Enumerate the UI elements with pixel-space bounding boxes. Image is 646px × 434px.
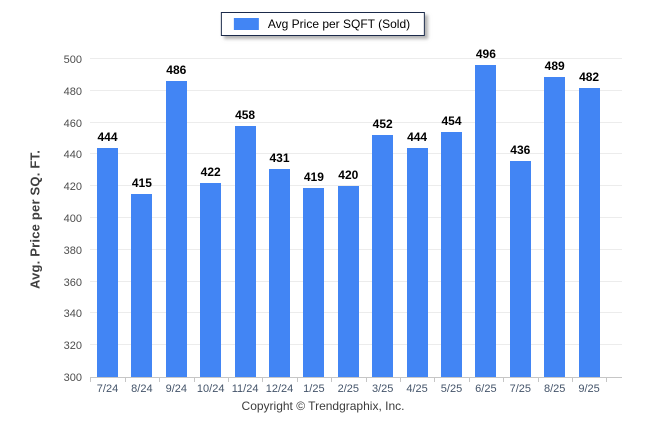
y-tick-label: 460 <box>63 117 82 130</box>
x-axis-tick <box>227 378 229 382</box>
x-tick-label: 4/25 <box>406 383 428 395</box>
copyright-text: Copyright © Trendgraphix, Inc. <box>241 399 405 413</box>
bar-5-25 <box>441 132 462 377</box>
bar-8-25 <box>544 76 566 377</box>
bar-9-25 <box>578 87 600 377</box>
bar-9-24 <box>165 81 187 377</box>
bar-value-label: 454 <box>441 114 462 129</box>
bar-value-label: 444 <box>407 130 428 145</box>
x-axis-tick <box>434 378 436 382</box>
bar-12-24 <box>269 168 290 377</box>
y-tick-label: 480 <box>63 85 82 98</box>
x-tick-label: 1/25 <box>303 383 325 395</box>
x-tick-label: 2/25 <box>337 383 359 395</box>
x-axis-tick <box>571 378 573 382</box>
bar-4-25 <box>406 148 428 377</box>
bar-7-25 <box>509 160 531 377</box>
x-axis-tick <box>503 378 505 382</box>
y-tick-label: 500 <box>63 54 82 66</box>
x-tick-label: 8/25 <box>543 383 566 395</box>
legend: Avg Price per SQFT (Sold) <box>220 12 426 36</box>
x-axis-tick <box>399 378 401 382</box>
y-tick-label: 360 <box>63 276 82 289</box>
bar-value-label: 496 <box>475 47 496 62</box>
bar-value-label: 452 <box>372 117 393 132</box>
bar-value-label: 482 <box>579 69 600 84</box>
bar-value-label: 436 <box>510 142 531 157</box>
bar-7-24 <box>97 148 118 377</box>
x-tick-label: 10/24 <box>196 383 225 395</box>
y-tick-label: 440 <box>63 149 82 162</box>
bar-2-25 <box>337 186 359 377</box>
legend-swatch-icon <box>233 18 259 30</box>
legend-label: Avg Price per SQFT (Sold) <box>267 17 411 31</box>
x-tick-label: 3/25 <box>371 383 394 395</box>
gridline <box>90 58 622 59</box>
x-axis-tick <box>606 378 608 382</box>
x-axis-tick <box>159 378 161 382</box>
x-tick-label: 7/25 <box>509 383 531 395</box>
gridline <box>90 185 622 187</box>
bar-10-24 <box>200 183 222 377</box>
bar-value-label: 431 <box>269 150 290 165</box>
y-axis-title: Avg. Price per SQ. FT. <box>27 149 43 289</box>
x-tick-label: 6/25 <box>475 383 497 395</box>
x-tick-label: 12/24 <box>265 383 294 395</box>
x-tick-label: 5/25 <box>440 383 463 395</box>
x-tick-label: 8/24 <box>131 383 153 395</box>
bar-value-label: 486 <box>166 63 187 78</box>
x-axis-tick <box>124 378 126 382</box>
bar-value-label: 419 <box>303 169 324 184</box>
x-tick-label: 11/24 <box>231 383 259 395</box>
x-axis-tick <box>365 378 367 382</box>
gridline <box>90 89 622 91</box>
y-tick-label: 300 <box>63 372 82 384</box>
bar-value-label: 444 <box>97 130 118 145</box>
y-tick-label: 400 <box>63 213 82 225</box>
x-axis-tick <box>262 378 264 382</box>
x-axis-tick <box>468 378 470 382</box>
bar-value-label: 415 <box>131 176 152 191</box>
bar-value-label: 420 <box>338 168 359 183</box>
plot-area: 444 7/24 415 8/24 486 9/24 422 10/24 458 11/24 431… <box>90 47 622 395</box>
bar-11-24 <box>234 125 256 377</box>
x-axis-tick <box>90 378 92 382</box>
y-tick-label: 380 <box>63 244 82 257</box>
y-tick-label: 320 <box>63 340 82 353</box>
x-tick-label: 9/24 <box>165 383 187 395</box>
x-tick-label: 7/24 <box>96 383 119 395</box>
bar-value-label: 458 <box>235 107 256 122</box>
x-axis-tick <box>537 378 539 382</box>
y-tick-label: 420 <box>63 181 82 194</box>
x-axis-tick <box>193 378 195 382</box>
bar-8-24 <box>131 194 153 377</box>
bar-3-25 <box>372 135 394 377</box>
x-axis-tick <box>331 378 333 382</box>
bar-1-25 <box>303 187 325 377</box>
x-axis-tick <box>296 378 298 382</box>
bar-value-label: 422 <box>200 165 221 180</box>
x-tick-label: 9/25 <box>578 383 600 395</box>
gridline <box>90 153 622 155</box>
bar-value-label: 489 <box>544 58 565 73</box>
y-axis-tick-labels: 300 320 340 360 380 400 420 440 460 480 500 <box>44 54 86 384</box>
bar-6-25 <box>475 65 497 377</box>
gridline <box>90 121 622 123</box>
y-tick-label: 340 <box>63 308 82 321</box>
